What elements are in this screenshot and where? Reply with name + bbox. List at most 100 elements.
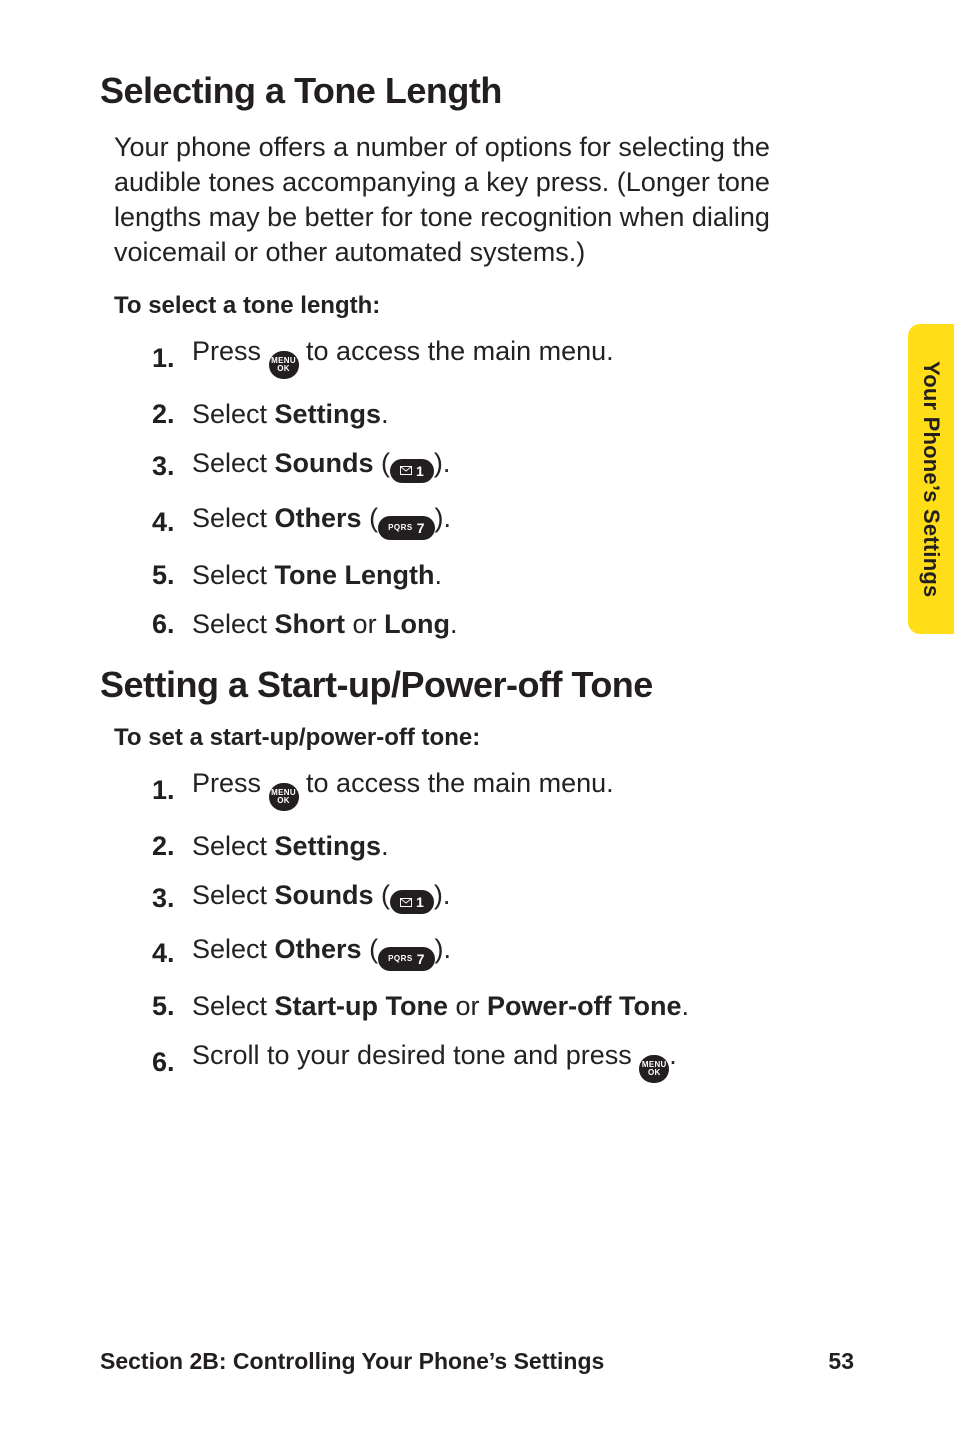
step-text: Press MENUOK to access the main menu. <box>192 770 614 811</box>
page: Selecting a Tone Length Your phone offer… <box>0 0 954 1431</box>
icon-label: 1 <box>416 895 424 909</box>
list-item: 4. Select Others (PQRS7). <box>152 505 854 540</box>
menu-ok-key-icon: MENUOK <box>269 351 299 379</box>
step-number: 5. <box>152 562 192 589</box>
step-text: Scroll to your desired tone and press ME… <box>192 1042 677 1083</box>
bold-term: Long <box>384 609 450 639</box>
icon-label: OK <box>648 1069 661 1077</box>
text-fragment: ( <box>362 934 379 964</box>
text-fragment: ( <box>362 503 379 533</box>
bold-term: Others <box>275 934 362 964</box>
footer-section-title: Section 2B: Controlling Your Phone’s Set… <box>100 1348 604 1375</box>
step-text: Select Start-up Tone or Power-off Tone. <box>192 993 689 1020</box>
bold-term: Others <box>275 503 362 533</box>
text-fragment: Select <box>192 399 275 429</box>
text-fragment: ( <box>374 880 391 910</box>
step-number: 4. <box>152 509 192 536</box>
text-fragment: . <box>682 991 690 1021</box>
page-footer: Section 2B: Controlling Your Phone’s Set… <box>100 1348 854 1375</box>
step-number: 5. <box>152 993 192 1020</box>
list-item: 3. Select Sounds (1). <box>152 882 854 915</box>
list-item: 2. Select Settings. <box>152 401 854 428</box>
text-fragment: ). <box>435 934 452 964</box>
bold-term: Short <box>275 609 346 639</box>
list-item: 5. Select Start-up Tone or Power-off Ton… <box>152 993 854 1020</box>
step-text: Select Settings. <box>192 833 389 860</box>
list-item: 4. Select Others (PQRS7). <box>152 936 854 971</box>
section-side-tab: Your Phone’s Settings <box>908 324 954 634</box>
side-tab-label: Your Phone’s Settings <box>918 361 944 597</box>
list-item: 6. Select Short or Long. <box>152 611 854 638</box>
step-text: Press MENUOK to access the main menu. <box>192 338 614 379</box>
bold-term: Settings <box>275 831 382 861</box>
bold-term: Sounds <box>275 448 374 478</box>
text-fragment: Select <box>192 934 275 964</box>
menu-ok-key-icon: MENUOK <box>269 783 299 811</box>
step-number: 2. <box>152 401 192 428</box>
text-fragment: . <box>381 399 389 429</box>
bold-term: Settings <box>275 399 382 429</box>
text-fragment: Select <box>192 448 275 478</box>
step-text: Select Settings. <box>192 401 389 428</box>
text-fragment: Select <box>192 880 275 910</box>
step-number: 1. <box>152 345 192 372</box>
text-fragment: Select <box>192 609 275 639</box>
step-text: Select Sounds (1). <box>192 882 450 915</box>
key-1-icon: 1 <box>390 459 434 483</box>
text-fragment: Select <box>192 831 275 861</box>
bold-term: Power-off Tone <box>487 991 681 1021</box>
list-item: 3. Select Sounds (1). <box>152 450 854 483</box>
section-1-heading: Selecting a Tone Length <box>100 70 854 112</box>
text-fragment: to access the main menu. <box>299 336 614 366</box>
envelope-icon <box>400 898 412 907</box>
section-2-steps: 1. Press MENUOK to access the main menu.… <box>100 770 854 1084</box>
text-fragment: Scroll to your desired tone and press <box>192 1040 639 1070</box>
section-1-steps: 1. Press MENUOK to access the main menu.… <box>100 338 854 638</box>
section-1-intro: Your phone offers a number of options fo… <box>100 130 854 270</box>
step-number: 6. <box>152 611 192 638</box>
list-item: 5. Select Tone Length. <box>152 562 854 589</box>
icon-label: 1 <box>416 464 424 478</box>
text-fragment: Press <box>192 336 269 366</box>
text-fragment: ). <box>434 880 451 910</box>
list-item: 1. Press MENUOK to access the main menu. <box>152 770 854 811</box>
step-text: Select Short or Long. <box>192 611 458 638</box>
envelope-icon <box>400 466 412 475</box>
icon-label: OK <box>277 797 290 805</box>
text-fragment: Select <box>192 560 275 590</box>
bold-term: Tone Length <box>275 560 435 590</box>
text-fragment: or <box>345 609 384 639</box>
step-number: 6. <box>152 1049 192 1076</box>
icon-label: 7 <box>417 521 425 535</box>
bold-term: Sounds <box>275 880 374 910</box>
text-fragment: or <box>448 991 487 1021</box>
list-item: 2. Select Settings. <box>152 833 854 860</box>
list-item: 1. Press MENUOK to access the main menu. <box>152 338 854 379</box>
text-fragment: ( <box>374 448 391 478</box>
text-fragment: . <box>435 560 443 590</box>
bold-term: Start-up Tone <box>275 991 448 1021</box>
step-text: Select Others (PQRS7). <box>192 505 451 540</box>
page-number: 53 <box>828 1348 854 1375</box>
text-fragment: . <box>669 1040 677 1070</box>
text-fragment: ). <box>435 503 452 533</box>
step-text: Select Sounds (1). <box>192 450 450 483</box>
icon-label: PQRS <box>388 955 413 963</box>
text-fragment: . <box>450 609 458 639</box>
step-number: 3. <box>152 453 192 480</box>
text-fragment: to access the main menu. <box>299 768 614 798</box>
section-1-subhead: To select a tone length: <box>100 292 854 320</box>
step-number: 4. <box>152 940 192 967</box>
step-number: 3. <box>152 885 192 912</box>
section-2-subhead: To set a start-up/power-off tone: <box>100 724 854 752</box>
step-text: Select Tone Length. <box>192 562 442 589</box>
key-7-icon: PQRS7 <box>378 947 434 971</box>
list-item: 6. Scroll to your desired tone and press… <box>152 1042 854 1083</box>
step-text: Select Others (PQRS7). <box>192 936 451 971</box>
text-fragment: Select <box>192 503 275 533</box>
key-7-icon: PQRS7 <box>378 516 434 540</box>
text-fragment: Select <box>192 991 275 1021</box>
icon-label: OK <box>277 365 290 373</box>
text-fragment: . <box>381 831 389 861</box>
menu-ok-key-icon: MENUOK <box>639 1055 669 1083</box>
